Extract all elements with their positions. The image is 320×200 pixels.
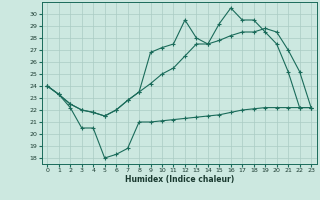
X-axis label: Humidex (Indice chaleur): Humidex (Indice chaleur) — [124, 175, 234, 184]
